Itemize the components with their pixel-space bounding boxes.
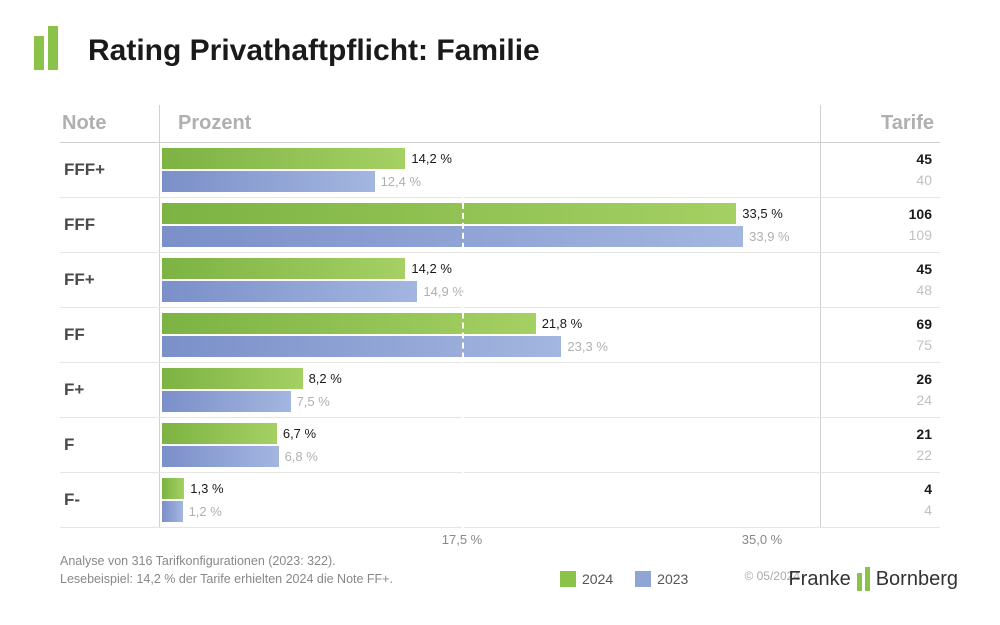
bars-cell: 33,5 % 33,9 % xyxy=(160,198,820,252)
bar-2024 xyxy=(162,478,184,499)
bar-2023 xyxy=(162,281,417,302)
bar-2024 xyxy=(162,258,405,279)
tarif-2024: 26 xyxy=(916,371,932,388)
bar-2024 xyxy=(162,203,736,224)
bar-label-2024: 8,2 % xyxy=(309,371,342,386)
note-cell: F+ xyxy=(60,363,160,417)
bar-label-2023: 6,8 % xyxy=(285,449,318,464)
footnote-line1: Analyse von 316 Tarifkonfigurationen (20… xyxy=(60,552,393,571)
bars-cell: 21,8 % 23,3 % xyxy=(160,308,820,362)
x-axis: 17,5 % 35,0 % xyxy=(160,528,820,552)
bar-label-2023: 14,9 % xyxy=(423,284,463,299)
note-cell: FFF xyxy=(60,198,160,252)
legend: 2024 2023 xyxy=(560,571,688,587)
table-row: F+8,2 %7,5 %2624 xyxy=(60,363,940,418)
tarif-2023: 109 xyxy=(909,227,932,244)
tarife-cell: 2122 xyxy=(820,418,940,472)
header-prozent: Prozent xyxy=(160,105,820,142)
tarif-2024: 4 xyxy=(924,481,932,498)
tarife-cell: 4540 xyxy=(820,143,940,197)
bar-2023 xyxy=(162,501,183,522)
legend-item-2024: 2024 xyxy=(560,571,613,587)
bars-cell: 14,2 % 14,9 % xyxy=(160,253,820,307)
chart-header-row: Note Prozent Tarife xyxy=(60,105,940,143)
legend-label-2023: 2023 xyxy=(657,571,688,587)
bar-2023 xyxy=(162,171,375,192)
note-cell: FF+ xyxy=(60,253,160,307)
bar-label-2024: 6,7 % xyxy=(283,426,316,441)
tarif-2024: 106 xyxy=(909,206,932,223)
bar-label-2024: 14,2 % xyxy=(411,151,451,166)
table-row: FFF33,5 %33,9 %106109 xyxy=(60,198,940,253)
bar-2024 xyxy=(162,148,405,169)
bar-2024 xyxy=(162,313,536,334)
note-cell: FF xyxy=(60,308,160,362)
tarif-2024: 45 xyxy=(916,151,932,168)
swatch-2024 xyxy=(560,571,576,587)
tarif-2023: 75 xyxy=(916,337,932,354)
bar-label-2023: 23,3 % xyxy=(567,339,607,354)
brand-logo: Franke Bornberg xyxy=(788,567,958,591)
bar-label-2023: 33,9 % xyxy=(749,229,789,244)
table-row: F6,7 %6,8 %2122 xyxy=(60,418,940,473)
note-cell: F xyxy=(60,418,160,472)
page-title: Rating Privathaftpflicht: Familie xyxy=(88,34,540,68)
tarif-2023: 22 xyxy=(916,447,932,464)
bars-cell: 1,3 % 1,2 % xyxy=(160,473,820,527)
bar-label-2024: 33,5 % xyxy=(742,206,782,221)
brand-part2: Bornberg xyxy=(876,568,958,591)
rating-chart: Note Prozent Tarife FFF+14,2 %12,4 %4540… xyxy=(60,105,940,552)
tarife-cell: 44 xyxy=(820,473,940,527)
axis-tick: 35,0 % xyxy=(742,532,782,547)
table-row: FF+14,2 %14,9 %4548 xyxy=(60,253,940,308)
bar-label-2024: 1,3 % xyxy=(190,481,223,496)
bar-2023 xyxy=(162,446,279,467)
bar-label-2024: 21,8 % xyxy=(542,316,582,331)
bar-label-2023: 1,2 % xyxy=(189,504,222,519)
header-note: Note xyxy=(60,105,160,142)
bars-cell: 6,7 % 6,8 % xyxy=(160,418,820,472)
tarif-2023: 40 xyxy=(916,172,932,189)
bar-2024 xyxy=(162,368,303,389)
bars-cell: 8,2 % 7,5 % xyxy=(160,363,820,417)
legend-label-2024: 2024 xyxy=(582,571,613,587)
footnote: Analyse von 316 Tarifkonfigurationen (20… xyxy=(60,552,393,590)
bar-2023 xyxy=(162,391,291,412)
table-row: F-1,3 %1,2 %44 xyxy=(60,473,940,528)
bars-cell: 14,2 % 12,4 % xyxy=(160,143,820,197)
legend-item-2023: 2023 xyxy=(635,571,688,587)
note-cell: FFF+ xyxy=(60,143,160,197)
bar-label-2024: 14,2 % xyxy=(411,261,451,276)
tarif-2024: 69 xyxy=(916,316,932,333)
tarife-cell: 4548 xyxy=(820,253,940,307)
bar-2023 xyxy=(162,226,743,247)
table-row: FFF+14,2 %12,4 %4540 xyxy=(60,143,940,198)
tarif-2024: 21 xyxy=(916,426,932,443)
bar-label-2023: 12,4 % xyxy=(381,174,421,189)
tarife-cell: 2624 xyxy=(820,363,940,417)
footnote-line2: Lesebeispiel: 14,2 % der Tarife erhielte… xyxy=(60,570,393,589)
bar-label-2023: 7,5 % xyxy=(297,394,330,409)
tarife-cell: 106109 xyxy=(820,198,940,252)
tarif-2023: 24 xyxy=(916,392,932,409)
tarif-2024: 45 xyxy=(916,261,932,278)
bar-2024 xyxy=(162,423,277,444)
tarif-2023: 4 xyxy=(924,502,932,519)
table-row: FF21,8 %23,3 %6975 xyxy=(60,308,940,363)
tarife-cell: 6975 xyxy=(820,308,940,362)
logo-icon xyxy=(34,26,58,70)
bar-2023 xyxy=(162,336,561,357)
tarif-2023: 48 xyxy=(916,282,932,299)
axis-tick: 17,5 % xyxy=(442,532,482,547)
brand-bars-icon xyxy=(857,567,870,591)
brand-part1: Franke xyxy=(788,568,850,591)
swatch-2023 xyxy=(635,571,651,587)
note-cell: F- xyxy=(60,473,160,527)
header-tarife: Tarife xyxy=(820,105,940,142)
